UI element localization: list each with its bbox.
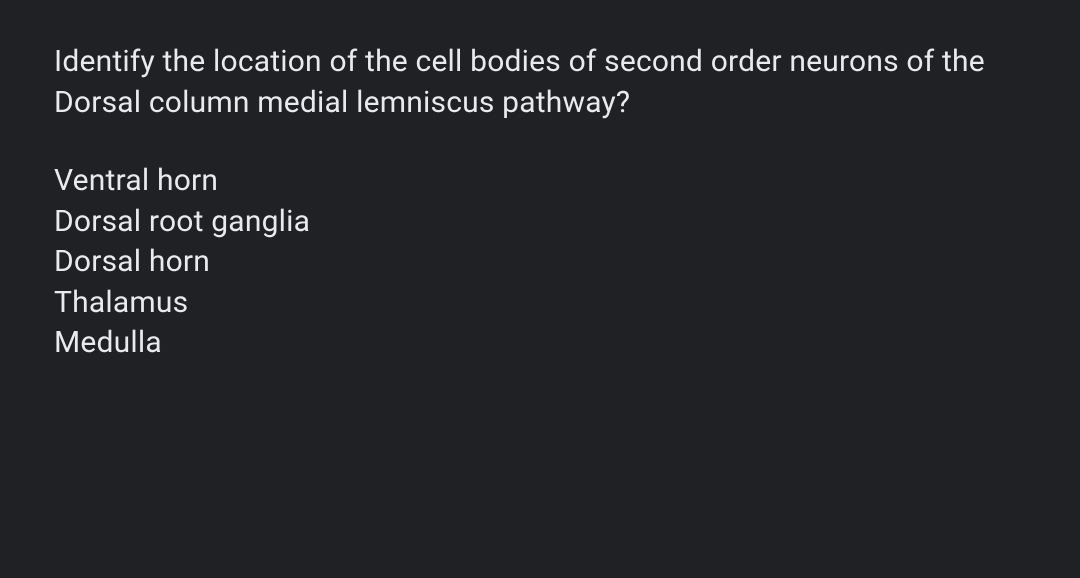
question-text: Identify the location of the cell bodies… [54, 42, 1026, 123]
option-item[interactable]: Medulla [54, 323, 1026, 364]
option-item[interactable]: Thalamus [54, 283, 1026, 324]
options-list: Ventral horn Dorsal root ganglia Dorsal … [54, 161, 1026, 364]
option-item[interactable]: Dorsal horn [54, 242, 1026, 283]
option-item[interactable]: Ventral horn [54, 161, 1026, 202]
option-item[interactable]: Dorsal root ganglia [54, 202, 1026, 243]
